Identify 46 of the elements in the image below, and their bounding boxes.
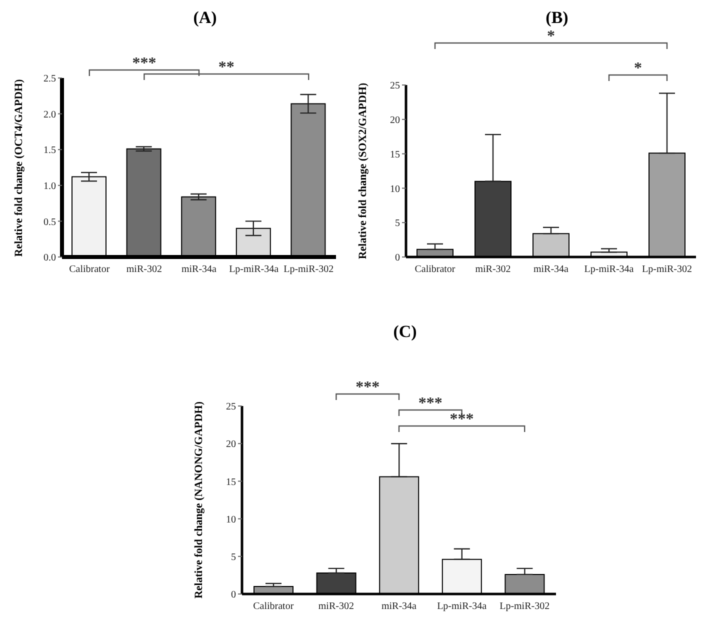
x-tick-label: miR-34a: [382, 601, 418, 612]
x-tick-label: Lp-miR-34a: [437, 601, 488, 612]
chart-title: (B): [546, 8, 568, 27]
x-tick-label: Lp-miR-34a: [584, 264, 634, 276]
y-tick-label: 0: [231, 590, 236, 601]
y-tick-label: 2.0: [44, 109, 56, 120]
y-tick-label: 1.0: [44, 180, 56, 192]
x-tick-label: Lp-miR-302: [284, 264, 334, 276]
y-tick-label: 25: [226, 402, 236, 413]
y-tick-label: 10: [226, 514, 236, 526]
y-tick-label: 0.5: [44, 216, 56, 228]
text: ***: [356, 379, 380, 396]
text: ***: [132, 55, 156, 72]
x-tick-label: miR-34a: [182, 264, 218, 276]
text: **: [218, 59, 234, 76]
y-axis-title: Relative fold change (NANONG/GAPDH): [193, 401, 205, 599]
annotation: ***: [450, 411, 474, 428]
y-tick-label: 2.5: [44, 74, 56, 85]
x-tick-label: Calibrator: [253, 601, 294, 612]
y-tick-label: 10: [390, 184, 400, 195]
chart-title: (A): [192, 8, 218, 29]
x-tick-label: Calibrator: [69, 264, 110, 276]
y-tick-label: 15: [390, 149, 400, 160]
y-tick-label: 5: [395, 218, 400, 230]
x-tick-label: miR-302: [475, 264, 511, 276]
annotation: ***: [418, 395, 442, 412]
y-axis-title: Relative fold change (SOX2/GAPDH): [357, 82, 369, 260]
x-tick-label: miR-302: [318, 601, 354, 612]
text: *: [634, 60, 642, 77]
text: *: [547, 28, 555, 45]
y-tick-label: 1.5: [44, 145, 56, 156]
y-tick-label: 20: [390, 114, 400, 126]
y-tick-label: 5: [231, 552, 236, 563]
y-tick-label: 0: [395, 252, 400, 264]
y-tick-label: 25: [390, 80, 400, 92]
x-tick-label: miR-302: [126, 264, 162, 276]
chart-title: (C): [392, 322, 418, 343]
x-tick-label: miR-34a: [534, 264, 570, 276]
x-tick-label: Lp-miR-34a: [229, 264, 280, 276]
y-tick-label: 0.0: [44, 252, 56, 264]
x-tick-label: Lp-miR-302: [642, 264, 692, 276]
y-tick-label: 20: [226, 439, 236, 450]
x-tick-label: Lp-miR-302: [500, 601, 550, 612]
y-tick-label: 15: [226, 476, 236, 488]
y-axis-title: Relative fold change (OCT4/GAPDH): [13, 78, 25, 256]
x-tick-label: Calibrator: [414, 264, 456, 276]
